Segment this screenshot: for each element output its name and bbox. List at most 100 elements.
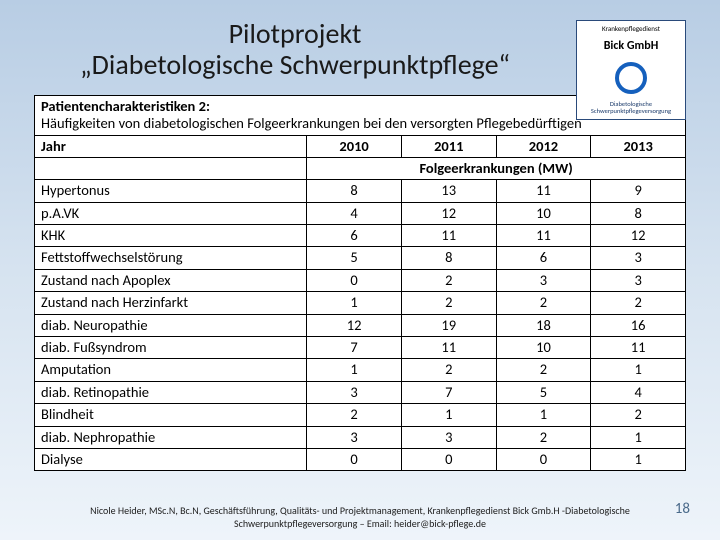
row-value: 1: [591, 359, 686, 381]
table-row: diab. Nephropathie3321: [35, 426, 686, 448]
row-label: diab. Nephropathie: [35, 426, 307, 448]
row-label: diab. Neuropathie: [35, 314, 307, 336]
row-value: 16: [591, 314, 686, 336]
year-col-3: 2013: [591, 135, 686, 157]
logo-brand: Bick GmbH: [604, 39, 659, 53]
row-value: 2: [591, 292, 686, 314]
row-value: 18: [496, 314, 591, 336]
table-year-row: Jahr 2010 2011 2012 2013: [35, 135, 686, 157]
row-value: 3: [307, 381, 402, 403]
row-value: 3: [307, 426, 402, 448]
year-label: Jahr: [35, 135, 307, 157]
row-value: 4: [307, 202, 402, 224]
row-value: 5: [496, 381, 591, 403]
data-table-wrap: Patientencharakteristiken 2: Häufigkeite…: [34, 95, 686, 472]
row-value: 2: [591, 404, 686, 426]
row-value: 1: [591, 448, 686, 470]
table-subheader-row: Folgeerkrankungen (MW): [35, 157, 686, 179]
table-row: Blindheit2112: [35, 404, 686, 426]
row-value: 1: [307, 292, 402, 314]
table-subheader: Folgeerkrankungen (MW): [307, 157, 686, 179]
row-value: 11: [401, 225, 496, 247]
row-value: 3: [591, 269, 686, 291]
row-value: 0: [307, 269, 402, 291]
data-table: Patientencharakteristiken 2: Häufigkeite…: [34, 95, 686, 472]
row-value: 2: [496, 426, 591, 448]
row-value: 6: [496, 247, 591, 269]
row-value: 0: [307, 448, 402, 470]
row-value: 4: [591, 381, 686, 403]
row-label: p.A.VK: [35, 202, 307, 224]
row-value: 11: [496, 225, 591, 247]
logo-ring-icon: [615, 62, 647, 94]
row-label: Zustand nach Apoplex: [35, 269, 307, 291]
row-value: 11: [496, 180, 591, 202]
slide-title: Pilotprojekt „Diabetologische Schwerpunk…: [14, 18, 576, 81]
row-label: Amputation: [35, 359, 307, 381]
row-value: 1: [591, 426, 686, 448]
row-label: Blindheit: [35, 404, 307, 426]
table-row: p.A.VK412108: [35, 202, 686, 224]
logo: Krankenpflegedienst Bick GmbH Diabetolog…: [576, 20, 686, 120]
row-value: 3: [496, 269, 591, 291]
row-value: 12: [401, 202, 496, 224]
row-value: 2: [401, 269, 496, 291]
row-value: 19: [401, 314, 496, 336]
row-value: 10: [496, 337, 591, 359]
page-number: 18: [675, 500, 690, 518]
row-label: KHK: [35, 225, 307, 247]
title-block: Pilotprojekt „Diabetologische Schwerpunk…: [34, 18, 686, 81]
table-row: Hypertonus813119: [35, 180, 686, 202]
row-value: 0: [496, 448, 591, 470]
row-value: 12: [307, 314, 402, 336]
table-row: Zustand nach Apoplex0233: [35, 269, 686, 291]
row-label: Dialyse: [35, 448, 307, 470]
row-value: 1: [496, 404, 591, 426]
row-value: 13: [401, 180, 496, 202]
row-value: 2: [401, 292, 496, 314]
row-value: 11: [591, 337, 686, 359]
row-label: diab. Retinopathie: [35, 381, 307, 403]
row-value: 2: [307, 404, 402, 426]
table-row: Fettstoffwechselstörung5863: [35, 247, 686, 269]
row-value: 10: [496, 202, 591, 224]
row-value: 1: [307, 359, 402, 381]
row-value: 12: [591, 225, 686, 247]
row-value: 9: [591, 180, 686, 202]
row-value: 11: [401, 337, 496, 359]
logo-top-text: Krankenpflegedienst: [602, 25, 660, 32]
row-value: 8: [591, 202, 686, 224]
row-value: 8: [401, 247, 496, 269]
table-row: diab. Neuropathie12191816: [35, 314, 686, 336]
title-line1: Pilotprojekt: [229, 16, 362, 51]
table-row: Zustand nach Herzinfarkt1222: [35, 292, 686, 314]
row-value: 0: [401, 448, 496, 470]
row-label: Hypertonus: [35, 180, 307, 202]
table-header-sub: Häufigkeiten von diabetologischen Folgee…: [41, 114, 582, 132]
row-value: 5: [307, 247, 402, 269]
row-value: 3: [401, 426, 496, 448]
row-label: Zustand nach Herzinfarkt: [35, 292, 307, 314]
row-value: 2: [401, 359, 496, 381]
table-header-title: Patientencharakteristiken 2:: [41, 97, 210, 115]
title-line2: „Diabetologische Schwerpunktpflege“: [80, 47, 510, 82]
logo-bottom-line2: Schwerpunktpflegeversorgung: [591, 108, 671, 115]
year-col-2: 2012: [496, 135, 591, 157]
table-row: Dialyse0001: [35, 448, 686, 470]
row-value: 3: [591, 247, 686, 269]
row-value: 8: [307, 180, 402, 202]
table-row: KHK6111112: [35, 225, 686, 247]
row-value: 7: [307, 337, 402, 359]
row-value: 2: [496, 359, 591, 381]
year-col-0: 2010: [307, 135, 402, 157]
row-label: diab. Fußsyndrom: [35, 337, 307, 359]
row-value: 7: [401, 381, 496, 403]
table-row: diab. Fußsyndrom7111011: [35, 337, 686, 359]
row-label: Fettstoffwechselstörung: [35, 247, 307, 269]
year-col-1: 2011: [401, 135, 496, 157]
table-row: Amputation1221: [35, 359, 686, 381]
table-row: diab. Retinopathie3754: [35, 381, 686, 403]
row-value: 1: [401, 404, 496, 426]
row-value: 6: [307, 225, 402, 247]
row-value: 2: [496, 292, 591, 314]
